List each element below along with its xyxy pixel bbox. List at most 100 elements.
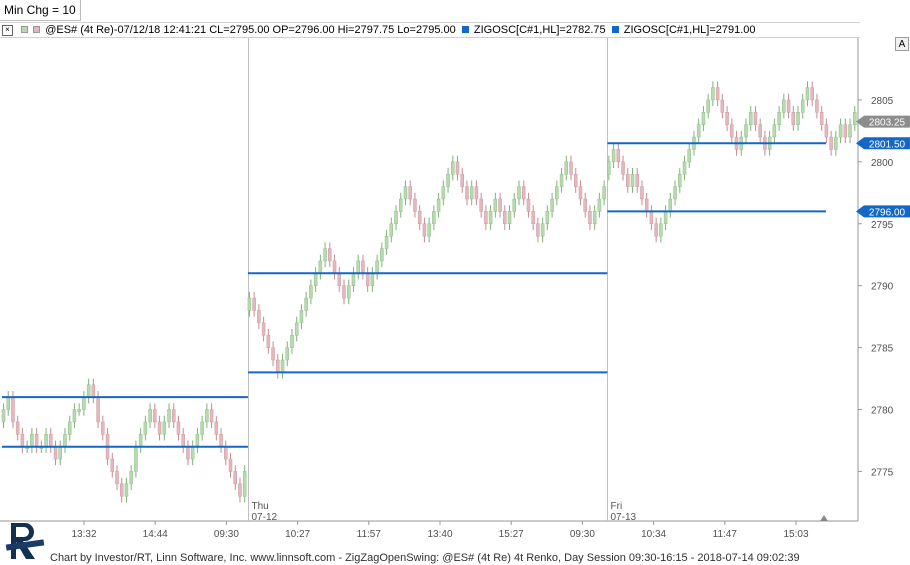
x-tick-label: 11:47 xyxy=(713,529,738,540)
down-candle xyxy=(474,186,479,200)
up-candle xyxy=(304,297,308,311)
up-candle xyxy=(663,211,668,225)
up-candle xyxy=(555,186,559,200)
up-candle xyxy=(559,173,564,187)
up-candle xyxy=(299,310,304,324)
up-candle xyxy=(190,446,195,460)
down-candle xyxy=(526,198,531,212)
x-tick-label: 09:30 xyxy=(570,529,595,540)
autoscale-button[interactable]: A xyxy=(895,37,909,51)
down-candle xyxy=(276,359,280,373)
up-candle xyxy=(696,124,701,138)
down-candle xyxy=(635,173,639,187)
session-day-label: Thu xyxy=(252,501,269,512)
down-candle xyxy=(569,161,573,175)
up-candle xyxy=(493,198,498,212)
up-candle xyxy=(682,161,687,175)
up-candle xyxy=(370,273,375,286)
down-candle xyxy=(233,471,237,485)
down-candle xyxy=(730,124,734,138)
down-candle xyxy=(252,297,256,311)
up-candle xyxy=(777,112,781,125)
up-bar-swatch-icon xyxy=(21,26,29,33)
up-candle xyxy=(82,396,86,410)
up-candle xyxy=(247,297,252,311)
down-candle xyxy=(588,211,592,225)
up-candle xyxy=(205,409,209,423)
down-candle xyxy=(536,223,540,237)
up-candle xyxy=(323,248,327,262)
up-candle xyxy=(607,161,611,175)
chart-footer: Chart by Investor/RT, Linn Software, Inc… xyxy=(50,552,800,564)
up-candle xyxy=(545,211,550,225)
down-candle xyxy=(460,173,464,187)
down-candle xyxy=(342,285,346,299)
down-candle xyxy=(715,87,720,101)
x-tick-label: 09:30 xyxy=(214,529,239,540)
down-bar-swatch-icon xyxy=(33,26,41,33)
x-tick-label: 15:27 xyxy=(499,529,524,540)
up-candle xyxy=(124,483,129,497)
up-candle xyxy=(540,223,545,237)
up-candle xyxy=(294,322,299,336)
down-candle xyxy=(110,458,115,472)
up-candle xyxy=(597,198,602,212)
down-candle xyxy=(157,421,162,435)
close-icon[interactable]: × xyxy=(2,25,13,36)
x-tick-label: 10:34 xyxy=(641,529,666,540)
down-candle xyxy=(573,173,578,187)
up-candle xyxy=(356,260,360,274)
down-candle xyxy=(408,186,412,200)
min-change-label[interactable]: Min Chg = 10 xyxy=(0,0,81,21)
up-candle xyxy=(134,446,138,472)
down-candle xyxy=(422,223,427,237)
down-candle xyxy=(365,273,370,286)
session-date-label: 07-12 xyxy=(252,512,278,523)
up-candle xyxy=(550,198,554,212)
up-candle xyxy=(469,186,474,200)
down-candle xyxy=(531,211,535,225)
instrument-readout: @ES# (4t Re)-07/12/18 12:41:21 CL=2795.0… xyxy=(45,24,456,36)
x-tick-label: 13:40 xyxy=(427,529,452,540)
down-candle xyxy=(101,421,105,435)
up-candle xyxy=(687,149,691,163)
up-candle xyxy=(67,421,72,435)
up-candle xyxy=(380,248,384,262)
down-candle xyxy=(11,396,15,423)
down-candle xyxy=(153,409,157,423)
up-candle xyxy=(853,112,857,125)
up-candle xyxy=(564,161,569,175)
y-tick-label: 2795 xyxy=(871,220,894,231)
y-tick-label: 2775 xyxy=(871,467,894,478)
y-tick-label: 2790 xyxy=(871,282,894,293)
zigzag1-readout: ZIGOSC[C#1,HL]=2782.75 xyxy=(473,24,606,36)
down-candle xyxy=(328,248,332,262)
up-candle xyxy=(678,173,682,187)
down-candle xyxy=(479,198,483,212)
price-tag xyxy=(856,137,910,150)
down-candle xyxy=(176,421,181,435)
up-candle xyxy=(748,112,753,125)
up-candle xyxy=(280,359,285,373)
down-candle xyxy=(786,99,791,113)
up-candle xyxy=(138,434,143,447)
down-candle xyxy=(228,458,233,472)
up-candle xyxy=(834,136,838,150)
x-tick-label: 14:44 xyxy=(143,529,168,540)
up-candle xyxy=(782,99,786,113)
up-candle xyxy=(44,434,48,447)
up-candle xyxy=(162,421,167,435)
down-candle xyxy=(91,384,96,398)
up-candle xyxy=(848,124,852,138)
up-candle xyxy=(313,273,318,286)
x-tick-label: 13:32 xyxy=(71,529,96,540)
down-candle xyxy=(53,446,58,460)
up-candle xyxy=(143,421,148,435)
up-candle xyxy=(805,87,810,101)
chart-info-bar: × @ES# (4t Re)-07/12/18 12:41:21 CL=2795… xyxy=(0,22,860,38)
session-date-label: 07-13 xyxy=(611,512,637,523)
down-candle xyxy=(498,198,502,212)
down-candle xyxy=(621,161,625,175)
price-tag xyxy=(856,115,910,128)
